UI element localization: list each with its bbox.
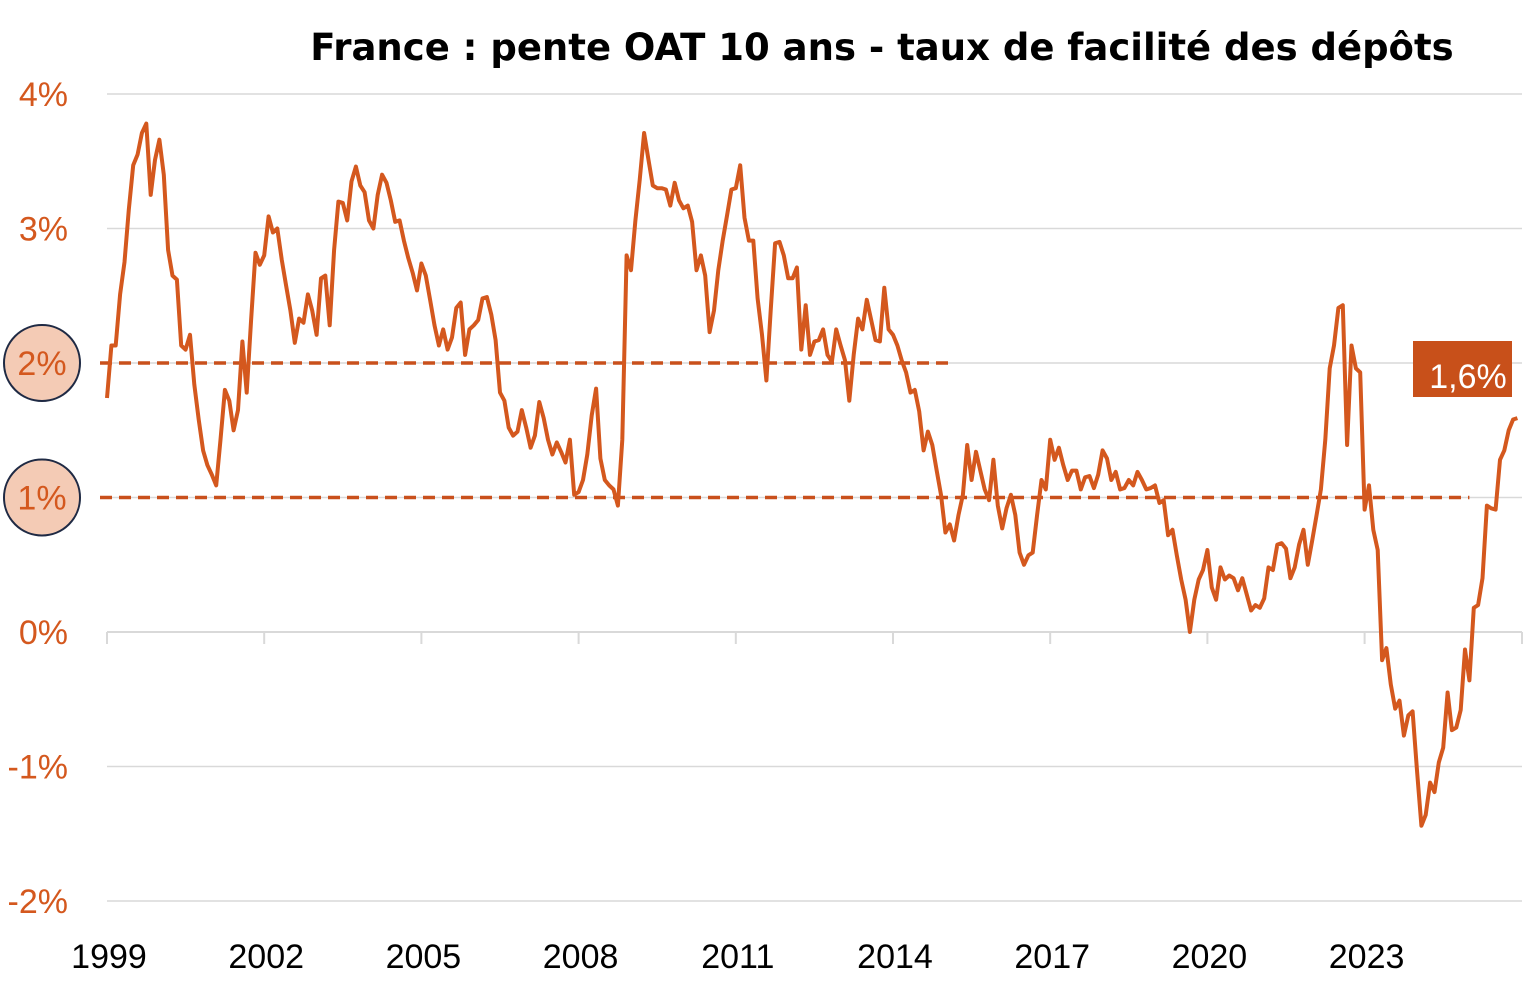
last-value-text: 1,6% [1429, 358, 1507, 396]
x-tick-label: 2011 [701, 938, 774, 976]
series-line [105, 121, 1519, 828]
reference-circle [3, 458, 81, 537]
y-axis-ticks: -2% -1% 0% 1% 2% 3% 4% [8, 76, 68, 921]
x-tick-label: 2020 [1172, 938, 1248, 976]
x-tick-label: 2005 [386, 938, 462, 976]
last-value-label: 1,6% [1413, 341, 1512, 397]
x-tick-label: 1999 [71, 938, 147, 976]
reference-circle [3, 324, 81, 402]
chart-title: France : pente OAT 10 ans - taux de faci… [310, 26, 1453, 69]
x-tick-label: 2014 [857, 938, 933, 976]
reference-label: 1% [17, 480, 66, 518]
gridlines [107, 93, 1522, 902]
y-tick-label: 4% [19, 76, 68, 114]
reference-label: 2% [17, 345, 66, 383]
y-tick-label: 3% [19, 211, 68, 249]
y-tick-label: -1% [8, 749, 68, 787]
last-value-box [1413, 341, 1512, 397]
y-tick-label: 0% [19, 614, 68, 652]
y-tick-label: -2% [8, 883, 68, 921]
reference-lines [3, 324, 1470, 537]
x-axis-ticks: 1999 2002 2005 2008 2011 2014 2017 2020 2023 [71, 632, 1523, 976]
x-tick-label: 2017 [1014, 938, 1090, 976]
x-tick-label: 2008 [543, 938, 619, 976]
x-tick-label: 2002 [228, 938, 304, 976]
x-tick-label: 2023 [1329, 938, 1405, 976]
